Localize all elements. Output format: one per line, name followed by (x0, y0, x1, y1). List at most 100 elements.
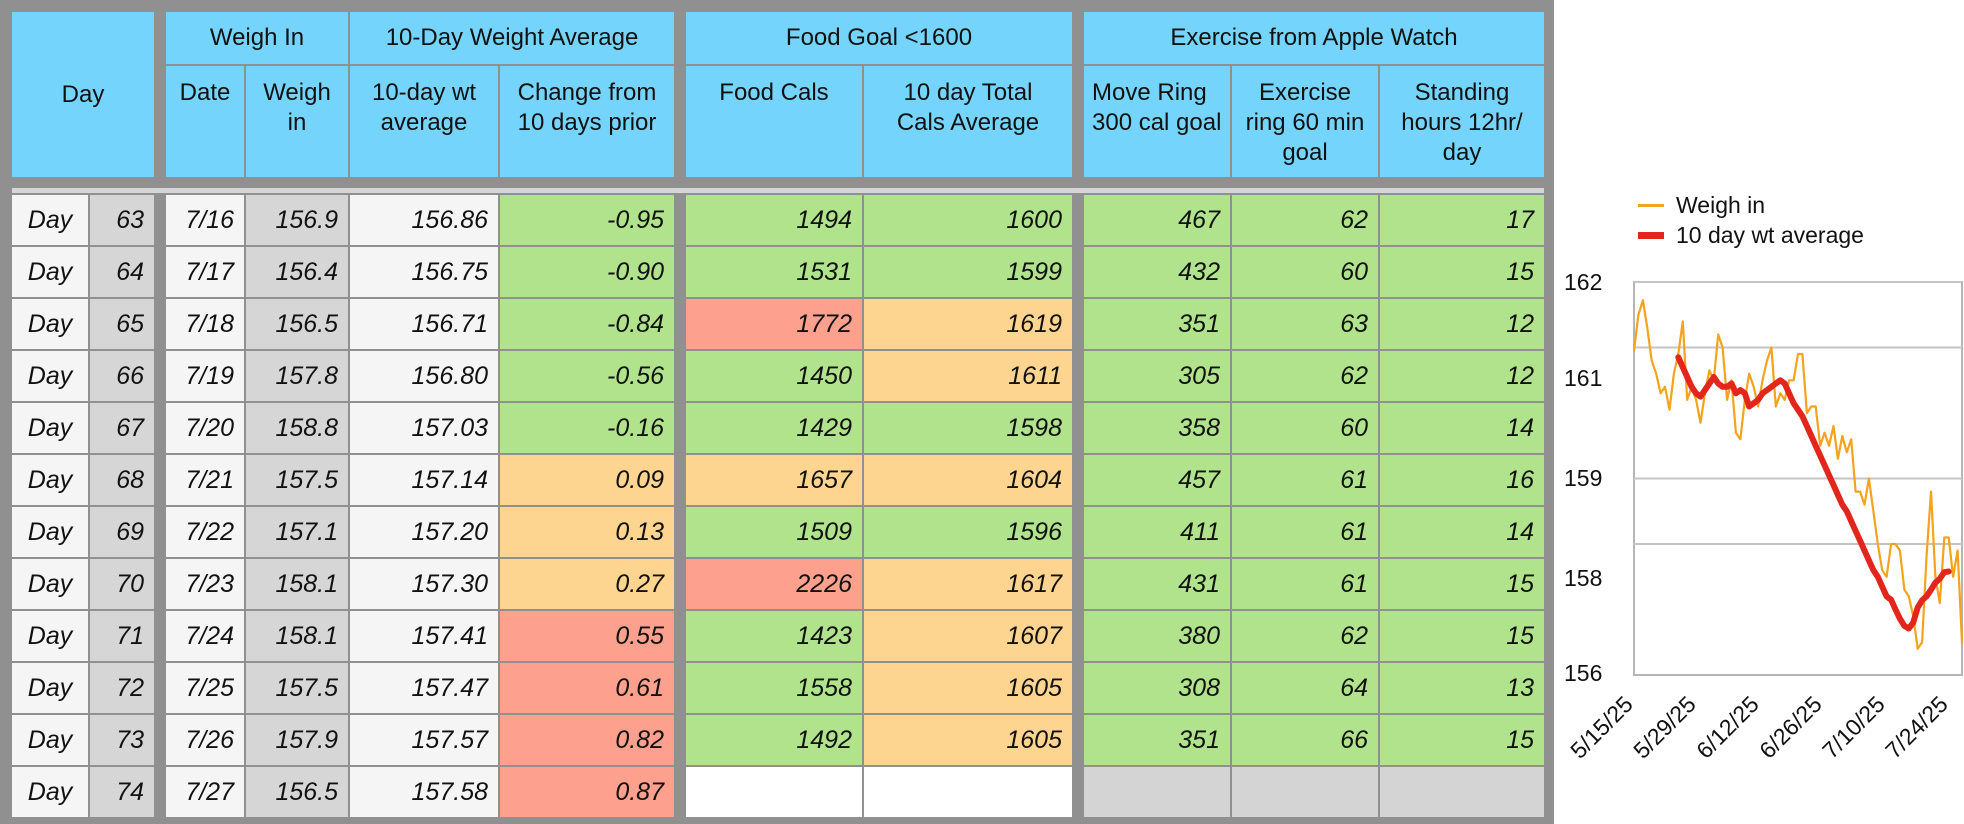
header-group-exercise[interactable]: Exercise from Apple Watch (1084, 12, 1544, 64)
cell-change[interactable]: 0.87 (500, 767, 674, 817)
cell-date[interactable]: 7/23 (166, 559, 244, 609)
cell-weigh-in[interactable]: 156.9 (246, 195, 348, 245)
cell-standing-hours[interactable]: 17 (1380, 195, 1544, 245)
cell-exercise-ring[interactable]: 62 (1232, 195, 1378, 245)
cell-date[interactable]: 7/25 (166, 663, 244, 713)
cell-weigh-in[interactable]: 158.1 (246, 559, 348, 609)
cell-standing-hours[interactable]: 14 (1380, 507, 1544, 557)
header-move-ring[interactable]: Move Ring 300 cal goal (1084, 66, 1230, 177)
cell-change[interactable]: -0.84 (500, 299, 674, 349)
cell-weigh-in[interactable]: 158.1 (246, 611, 348, 661)
cell-10day-average[interactable]: 157.20 (350, 507, 498, 557)
header-change-10days[interactable]: Change from 10 days prior (500, 66, 674, 177)
cell-day-number[interactable]: 72 (90, 663, 154, 713)
cell-food-cals[interactable] (686, 767, 862, 817)
cell-change[interactable]: 0.13 (500, 507, 674, 557)
cell-cals-average[interactable]: 1607 (864, 611, 1072, 661)
cell-food-cals[interactable]: 1531 (686, 247, 862, 297)
cell-weigh-in[interactable]: 157.5 (246, 663, 348, 713)
cell-day-label[interactable]: Day (12, 559, 88, 609)
cell-food-cals[interactable]: 1423 (686, 611, 862, 661)
cell-exercise-ring[interactable]: 60 (1232, 247, 1378, 297)
cell-standing-hours[interactable]: 14 (1380, 403, 1544, 453)
cell-cals-average[interactable]: 1619 (864, 299, 1072, 349)
cell-10day-average[interactable]: 157.58 (350, 767, 498, 817)
cell-date[interactable]: 7/21 (166, 455, 244, 505)
cell-cals-average[interactable]: 1596 (864, 507, 1072, 557)
header-group-10day-average[interactable]: 10-Day Weight Average (350, 12, 674, 64)
cell-weigh-in[interactable]: 157.8 (246, 351, 348, 401)
cell-day-label[interactable]: Day (12, 507, 88, 557)
cell-10day-average[interactable]: 157.57 (350, 715, 498, 765)
cell-day-number[interactable]: 71 (90, 611, 154, 661)
cell-change[interactable]: 0.27 (500, 559, 674, 609)
cell-day-label[interactable]: Day (12, 611, 88, 661)
cell-weigh-in[interactable]: 156.5 (246, 767, 348, 817)
cell-cals-average[interactable]: 1598 (864, 403, 1072, 453)
cell-exercise-ring[interactable]: 61 (1232, 559, 1378, 609)
cell-day-number[interactable]: 73 (90, 715, 154, 765)
cell-date[interactable]: 7/17 (166, 247, 244, 297)
cell-change[interactable]: 0.09 (500, 455, 674, 505)
cell-standing-hours[interactable]: 16 (1380, 455, 1544, 505)
cell-day-number[interactable]: 63 (90, 195, 154, 245)
cell-change[interactable]: 0.55 (500, 611, 674, 661)
cell-day-label[interactable]: Day (12, 195, 88, 245)
cell-day-label[interactable]: Day (12, 299, 88, 349)
cell-standing-hours[interactable]: 12 (1380, 299, 1544, 349)
cell-exercise-ring[interactable]: 63 (1232, 299, 1378, 349)
cell-move-ring[interactable]: 358 (1084, 403, 1230, 453)
cell-move-ring[interactable]: 351 (1084, 299, 1230, 349)
cell-food-cals[interactable]: 1429 (686, 403, 862, 453)
cell-standing-hours[interactable] (1380, 767, 1544, 817)
cell-move-ring[interactable]: 457 (1084, 455, 1230, 505)
cell-weigh-in[interactable]: 158.8 (246, 403, 348, 453)
cell-cals-average[interactable]: 1605 (864, 663, 1072, 713)
cell-food-cals[interactable]: 1657 (686, 455, 862, 505)
cell-date[interactable]: 7/27 (166, 767, 244, 817)
header-10day-cals-average[interactable]: 10 day Total Cals Average (864, 66, 1072, 177)
cell-exercise-ring[interactable]: 64 (1232, 663, 1378, 713)
cell-10day-average[interactable]: 157.14 (350, 455, 498, 505)
cell-cals-average[interactable]: 1617 (864, 559, 1072, 609)
cell-standing-hours[interactable]: 15 (1380, 611, 1544, 661)
cell-weigh-in[interactable]: 157.9 (246, 715, 348, 765)
cell-cals-average[interactable]: 1604 (864, 455, 1072, 505)
cell-10day-average[interactable]: 156.71 (350, 299, 498, 349)
cell-exercise-ring[interactable] (1232, 767, 1378, 817)
cell-cals-average[interactable]: 1611 (864, 351, 1072, 401)
cell-food-cals[interactable]: 1509 (686, 507, 862, 557)
cell-day-number[interactable]: 64 (90, 247, 154, 297)
header-exercise-ring[interactable]: Exercise ring 60 min goal (1232, 66, 1378, 177)
cell-date[interactable]: 7/26 (166, 715, 244, 765)
header-10day-wt-average[interactable]: 10-day wt average (350, 66, 498, 177)
cell-weigh-in[interactable]: 156.5 (246, 299, 348, 349)
cell-date[interactable]: 7/24 (166, 611, 244, 661)
cell-10day-average[interactable]: 157.47 (350, 663, 498, 713)
cell-food-cals[interactable]: 1494 (686, 195, 862, 245)
header-food-cals[interactable]: Food Cals (686, 66, 862, 177)
cell-move-ring[interactable]: 305 (1084, 351, 1230, 401)
cell-change[interactable]: 0.61 (500, 663, 674, 713)
cell-move-ring[interactable]: 431 (1084, 559, 1230, 609)
cell-food-cals[interactable]: 1450 (686, 351, 862, 401)
header-group-weigh-in[interactable]: Weigh In (166, 12, 348, 64)
cell-change[interactable]: -0.95 (500, 195, 674, 245)
cell-change[interactable]: 0.82 (500, 715, 674, 765)
cell-move-ring[interactable]: 432 (1084, 247, 1230, 297)
cell-exercise-ring[interactable]: 61 (1232, 507, 1378, 557)
cell-day-label[interactable]: Day (12, 351, 88, 401)
cell-change[interactable]: -0.90 (500, 247, 674, 297)
cell-10day-average[interactable]: 156.80 (350, 351, 498, 401)
cell-cals-average[interactable]: 1599 (864, 247, 1072, 297)
cell-day-label[interactable]: Day (12, 455, 88, 505)
cell-date[interactable]: 7/20 (166, 403, 244, 453)
cell-food-cals[interactable]: 1772 (686, 299, 862, 349)
cell-standing-hours[interactable]: 15 (1380, 247, 1544, 297)
cell-day-number[interactable]: 68 (90, 455, 154, 505)
cell-date[interactable]: 7/19 (166, 351, 244, 401)
cell-day-label[interactable]: Day (12, 663, 88, 713)
cell-weigh-in[interactable]: 157.5 (246, 455, 348, 505)
cell-weigh-in[interactable]: 157.1 (246, 507, 348, 557)
cell-move-ring[interactable] (1084, 767, 1230, 817)
